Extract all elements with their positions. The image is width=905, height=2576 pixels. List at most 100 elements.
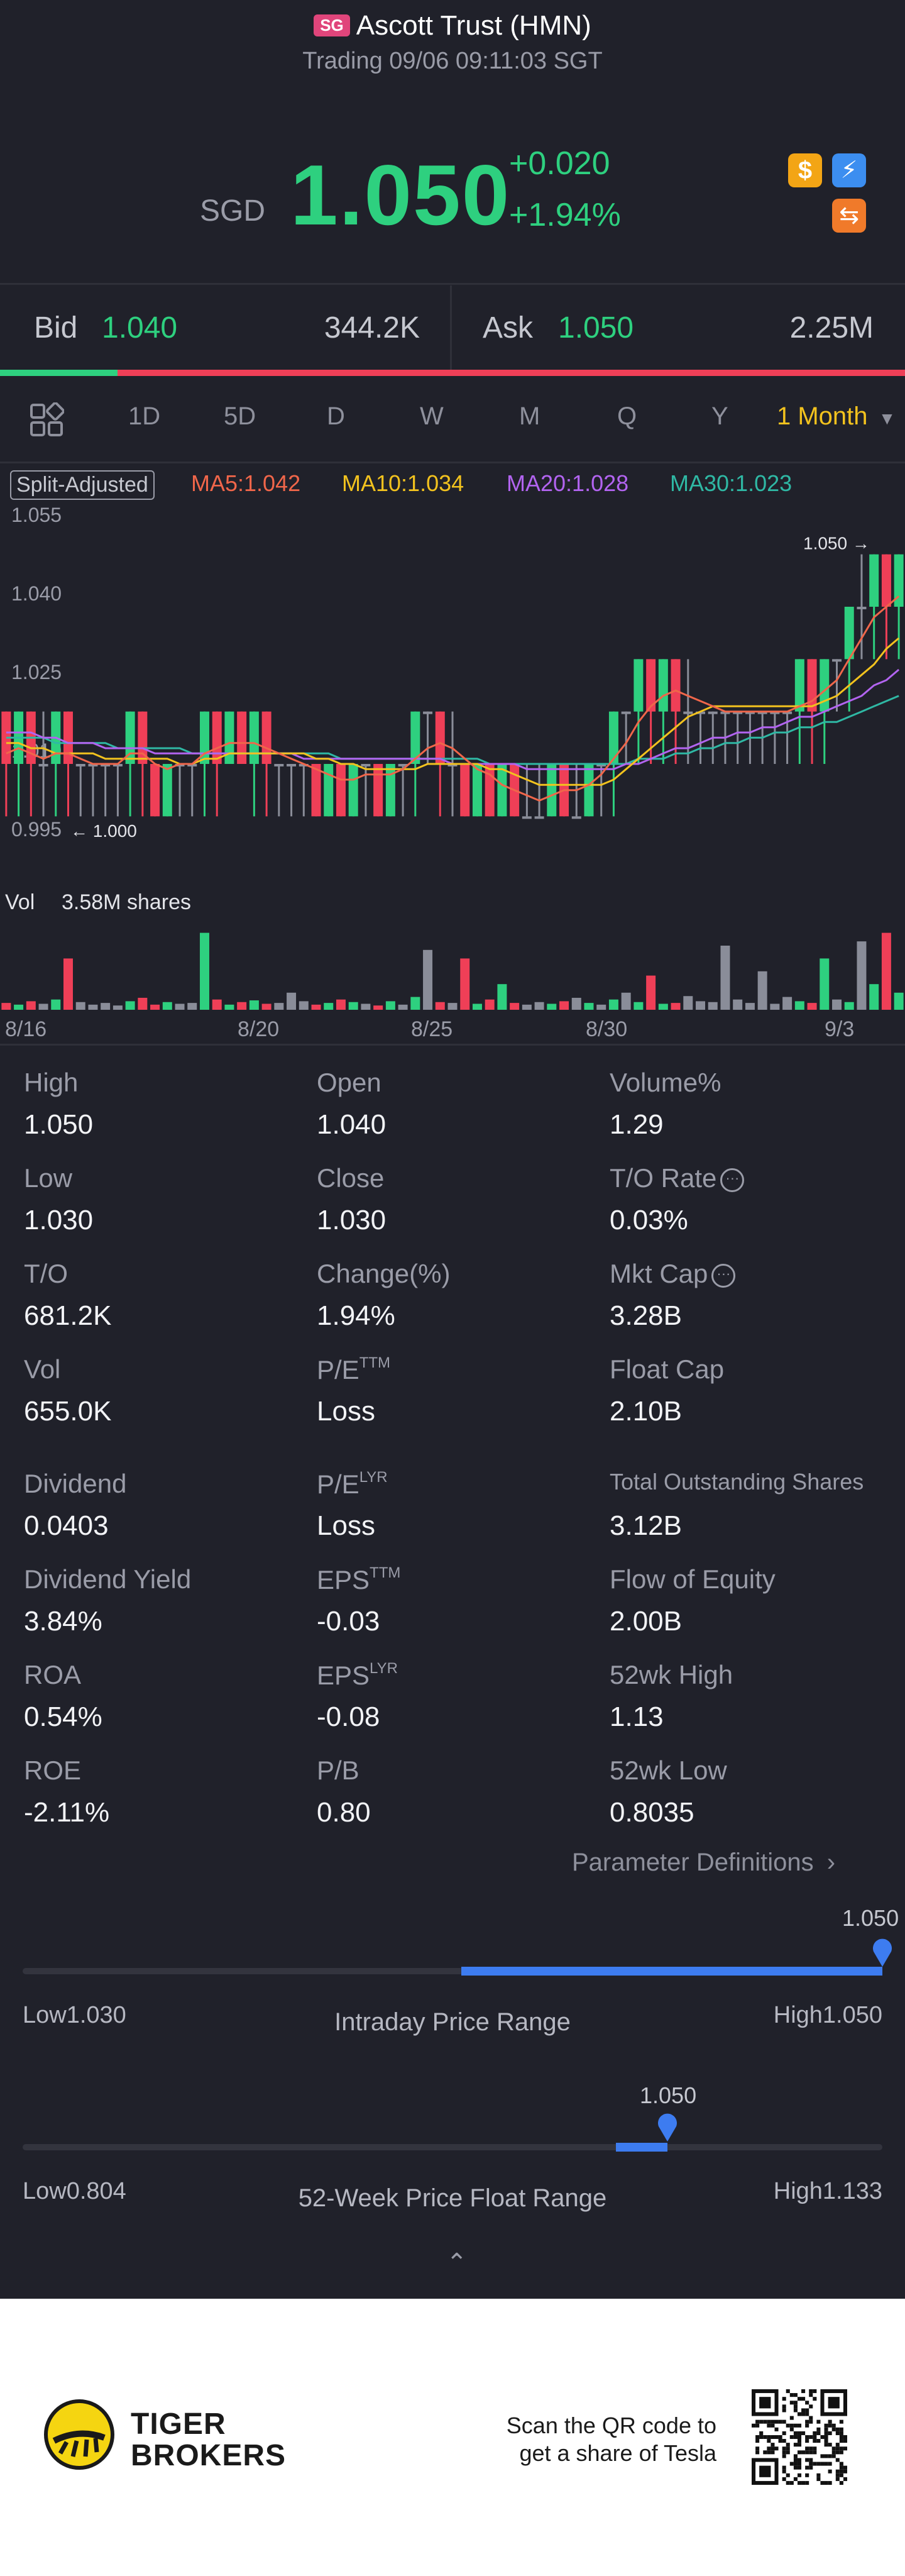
volume-bar <box>212 999 222 1010</box>
stat-value: 1.030 <box>317 1205 387 1235</box>
tab-1d[interactable]: 1D <box>128 402 161 430</box>
volume-bar <box>559 1001 569 1010</box>
qr-module <box>831 2450 836 2455</box>
tab-1-month[interactable]: 1 Month ▼ <box>777 402 896 431</box>
tab-d[interactable]: D <box>327 402 345 430</box>
caret-down-icon: ▼ <box>878 409 896 428</box>
stat-label: Float Cap <box>610 1354 724 1385</box>
ma10-line <box>6 637 900 786</box>
qr-module <box>805 2439 809 2443</box>
week52-pin-icon <box>658 2113 677 2142</box>
week52-track <box>23 2144 882 2150</box>
candle-body <box>150 764 160 817</box>
stat-value: 655.0K <box>24 1396 112 1427</box>
qr-module <box>813 2450 817 2455</box>
ma20-label: MA20:1.028 <box>507 470 629 496</box>
ma30-line <box>6 695 899 765</box>
volume-bar <box>807 1003 817 1010</box>
volume-bar <box>534 1002 544 1010</box>
qr-module <box>782 2397 786 2401</box>
qr-module <box>839 2469 843 2474</box>
bolt-icon[interactable]: ⚡ <box>832 153 866 187</box>
candle-body <box>472 764 482 817</box>
qr-module <box>782 2450 786 2455</box>
candle-body <box>646 659 656 712</box>
volume-bar <box>447 1003 458 1010</box>
dollar-icon[interactable]: $ <box>788 153 822 187</box>
candle-body <box>324 764 334 817</box>
stat-label: Dividend Yield <box>24 1564 191 1595</box>
bid-price: 1.040 <box>102 311 178 345</box>
candle-body <box>125 711 135 764</box>
qr-module <box>755 2439 760 2443</box>
stat-label: Dividend <box>24 1469 126 1499</box>
volume-bar <box>361 1003 371 1010</box>
qr-module <box>793 2404 798 2409</box>
volume-bar <box>299 1001 309 1010</box>
volume-bar <box>274 1003 284 1010</box>
info-icon[interactable]: ··· <box>720 1168 745 1192</box>
stat-label: 52wk Low <box>610 1755 727 1786</box>
volume-bar <box>75 1002 85 1010</box>
volume-bar <box>14 1004 24 1010</box>
qr-finder <box>759 2465 771 2477</box>
tab-1-month-label: 1 Month <box>777 402 868 430</box>
volume-bar <box>658 1003 668 1010</box>
split-adjusted-toggle[interactable]: Split-Adjusted <box>10 470 155 500</box>
qr-module <box>801 2389 806 2394</box>
stat-value: 3.28B <box>610 1300 682 1331</box>
parameter-definitions-link[interactable]: Parameter Definitions › <box>572 1849 835 1877</box>
stat-value: 1.13 <box>610 1701 664 1732</box>
tab-q[interactable]: Q <box>617 402 637 430</box>
qr-module <box>786 2443 790 2447</box>
stat-label-superscript: TTM <box>359 1354 391 1371</box>
stat-label: P/B <box>317 1755 359 1786</box>
candle-body <box>287 764 297 766</box>
info-icon[interactable]: ··· <box>711 1263 736 1288</box>
qr-module <box>797 2397 802 2401</box>
volume-bar <box>857 941 867 1010</box>
grid-menu-icon[interactable] <box>29 402 65 438</box>
candle-body <box>733 711 743 714</box>
qr-module <box>778 2439 782 2443</box>
week52-fill <box>615 2143 667 2152</box>
candle-body <box>745 711 755 714</box>
week52-title: 52-Week Price Float Range <box>298 2184 607 2212</box>
qr-module <box>816 2427 821 2431</box>
qr-module <box>793 2423 798 2428</box>
stat-label: Mkt Cap ··· <box>610 1259 736 1289</box>
tab-y[interactable]: Y <box>711 402 728 430</box>
qr-module <box>782 2431 786 2435</box>
candle-body <box>584 764 594 817</box>
qr-module <box>843 2477 847 2481</box>
qr-module <box>816 2439 821 2443</box>
tab-w[interactable]: W <box>420 402 444 430</box>
volume-bar <box>608 999 618 1010</box>
qr-module <box>809 2446 813 2451</box>
volume-bar <box>820 958 830 1010</box>
stat-label-text: EPS <box>317 1565 370 1595</box>
volume-bar <box>224 1004 234 1010</box>
ma5-label: MA5:1.042 <box>191 470 301 496</box>
y-tick-label: 1.055 <box>11 504 62 526</box>
qr-module <box>778 2435 782 2440</box>
collapse-chevron-up-icon[interactable]: ⌃ <box>446 2249 468 2277</box>
bid-ratio-bar <box>0 370 118 376</box>
candle-body <box>212 711 222 764</box>
swap-icon[interactable]: ⇆ <box>832 199 866 233</box>
qr-module <box>843 2435 847 2440</box>
candle-body <box>435 711 445 764</box>
qr-module <box>801 2412 806 2416</box>
qr-module <box>809 2389 813 2394</box>
stat-label-text: Total Outstanding Shares <box>610 1469 864 1495</box>
stat-label-text: Flow of Equity <box>610 1564 776 1594</box>
qr-module <box>805 2401 809 2405</box>
qr-module <box>771 2450 775 2455</box>
volume-bar <box>311 1004 321 1010</box>
stat-label: ROA <box>24 1660 81 1690</box>
candle-body <box>299 764 309 766</box>
qr-module <box>797 2423 802 2428</box>
tab-5d[interactable]: 5D <box>224 402 256 430</box>
tab-m[interactable]: M <box>519 402 540 430</box>
